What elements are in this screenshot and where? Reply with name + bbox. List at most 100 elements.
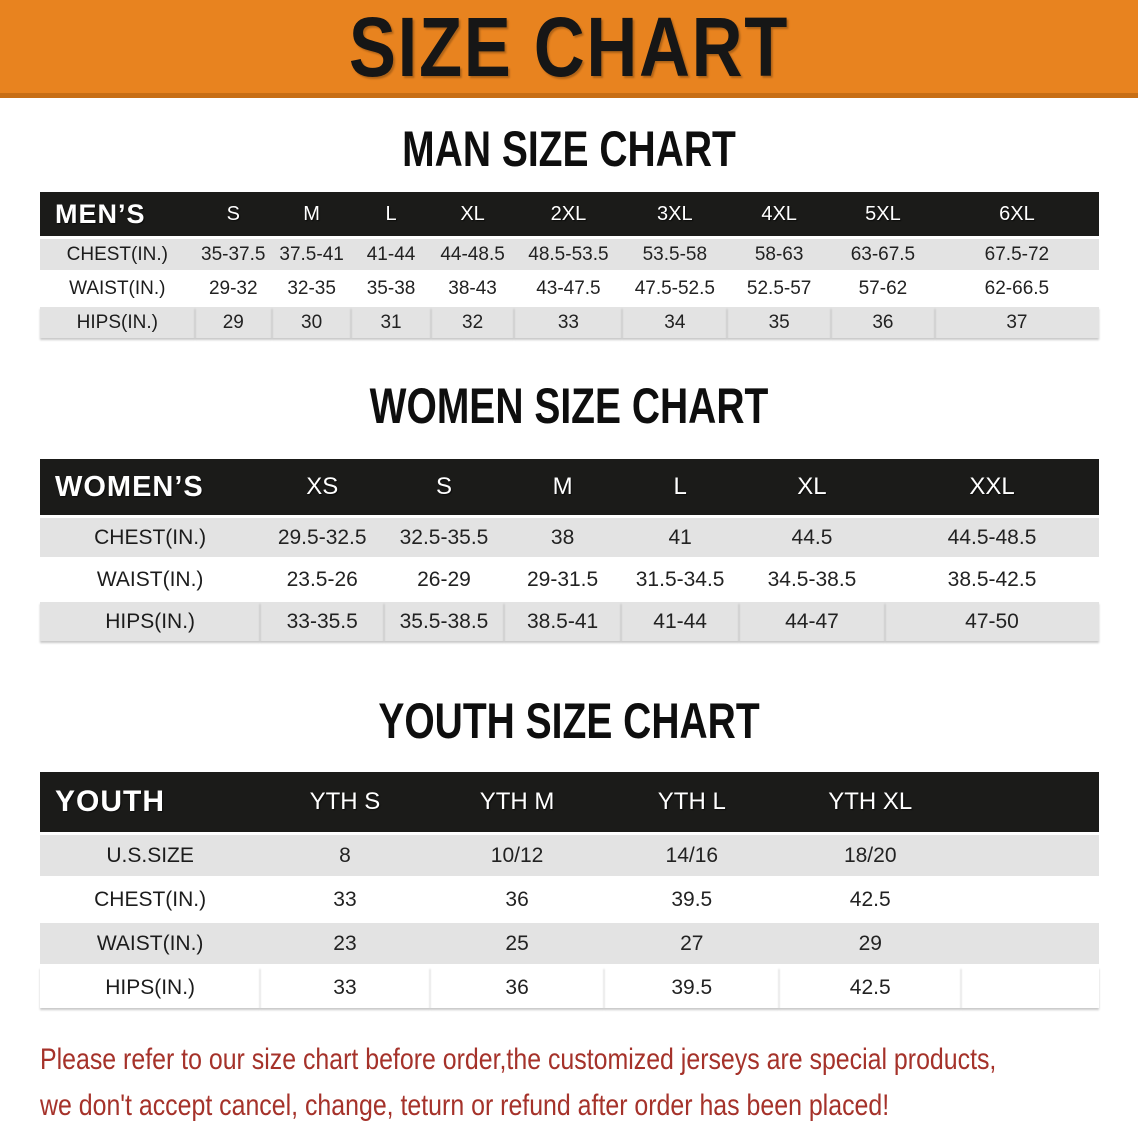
table-header-label: MEN’S [55, 198, 146, 229]
spacer-cell [961, 923, 1099, 964]
footnote: Please refer to our size chart before or… [40, 1037, 1138, 1129]
spacer-cell [961, 879, 1099, 920]
banner-title: SIZE CHART [348, 0, 790, 94]
section-women: WOMEN SIZE CHART WOMEN’S XS S M L XL XXL CHEST(… [0, 379, 1138, 644]
size-value-cell: 41-44 [366, 243, 416, 265]
size-value-cell: 32 [431, 307, 515, 338]
size-value-cell: 29 [858, 931, 882, 955]
row-label: CHEST(IN.) [66, 243, 168, 265]
size-value-cell: 62-66.5 [984, 277, 1050, 299]
size-value-cell: 42.5 [779, 967, 961, 1008]
row-label: HIPS(IN.) [40, 967, 260, 1008]
size-column-header: S [435, 473, 452, 500]
table-header-row: WOMEN’S XS S M L XL XXL [40, 459, 1099, 515]
size-column-header: M [303, 202, 320, 225]
size-value-cell: 29 [195, 307, 272, 338]
size-column-header: XL [460, 202, 485, 225]
size-value-cell: 47-50 [885, 602, 1099, 641]
table-row: CHEST(IN.) 29.5-32.5 32.5-35.5 38 41 44.5 44.5… [40, 518, 1099, 557]
size-value-cell: 44-47 [739, 602, 885, 641]
size-column-header: YTH XL [828, 788, 913, 815]
size-value-cell: 29-32 [208, 277, 258, 299]
size-value-cell: 8 [339, 843, 351, 867]
size-value-cell: 33 [260, 967, 429, 1008]
size-value-cell: 23.5-26 [286, 567, 358, 591]
spacer-cell [961, 967, 1099, 1008]
size-value-cell: 29-31.5 [526, 567, 599, 591]
size-column-header: S [226, 202, 240, 225]
size-value-cell: 35 [727, 307, 831, 338]
size-column-header: L [385, 202, 397, 225]
size-value-cell: 35-37.5 [201, 243, 266, 265]
size-value-cell: 48.5-53.5 [528, 243, 609, 265]
size-value-cell: 63-67.5 [850, 243, 916, 265]
size-column-header: 4XL [761, 202, 797, 225]
size-column-header: M [552, 473, 573, 500]
section-youth: YOUTH SIZE CHART YOUTH YTH S YTH M YTH L YTH… [0, 694, 1138, 1011]
size-value-cell: 39.5 [671, 887, 713, 911]
size-value-cell: 23 [333, 931, 357, 955]
row-label: CHEST(IN.) [94, 887, 207, 911]
row-label: U.S.SIZE [106, 843, 194, 867]
row-label: HIPS(IN.) [40, 307, 195, 338]
size-value-cell: 47.5-52.5 [634, 277, 715, 299]
size-value-cell: 44.5-48.5 [947, 525, 1037, 549]
men-section-heading: MAN SIZE CHART [402, 121, 736, 177]
spacer-cell [961, 835, 1099, 876]
banner: SIZE CHART [0, 0, 1138, 98]
footnote-line-2: we don't accept cancel, change, teturn o… [40, 1089, 890, 1122]
size-value-cell: 44-48.5 [440, 243, 505, 265]
size-value-cell: 58-63 [754, 243, 804, 265]
size-value-cell: 32.5-35.5 [399, 525, 489, 549]
size-value-cell: 31 [351, 307, 430, 338]
size-value-cell: 30 [272, 307, 351, 338]
size-value-cell: 27 [680, 931, 704, 955]
size-value-cell: 44.5 [791, 525, 833, 549]
size-value-cell: 32-35 [287, 277, 336, 299]
size-value-cell: 31.5-34.5 [635, 567, 725, 591]
size-column-header: YTH L [657, 788, 726, 815]
size-value-cell: 37.5-41 [279, 243, 344, 265]
table-row: HIPS(IN.) 33-35.5 35.5-38.5 38.5-41 41-44 44-… [40, 602, 1099, 641]
youth-section-heading: YOUTH SIZE CHART [378, 693, 760, 749]
size-value-cell: 33-35.5 [260, 602, 384, 641]
spacer-cell [961, 772, 1099, 832]
size-column-header: 5XL [865, 202, 901, 225]
size-value-cell: 67.5-72 [984, 243, 1050, 265]
size-value-cell: 18/20 [843, 843, 897, 867]
size-value-cell: 33 [514, 307, 622, 338]
row-label: CHEST(IN.) [94, 525, 207, 549]
size-value-cell: 36 [430, 967, 605, 1008]
size-value-cell: 33 [333, 887, 357, 911]
youth-size-table: YOUTH YTH S YTH M YTH L YTH XL U.S.SIZE 8 10/12… [40, 769, 1099, 1011]
row-label: WAIST(IN.) [96, 931, 204, 955]
row-label: HIPS(IN.) [40, 602, 260, 641]
size-value-cell: 37 [935, 307, 1099, 338]
size-value-cell: 35-38 [366, 277, 416, 299]
size-column-header: L [673, 473, 687, 500]
size-value-cell: 25 [505, 931, 529, 955]
table-row: WAIST(IN.) 23.5-26 26-29 29-31.5 31.5-34.5 34… [40, 560, 1099, 599]
size-value-cell: 41-44 [621, 602, 739, 641]
size-value-cell: 38 [550, 525, 575, 549]
size-value-cell: 35.5-38.5 [384, 602, 504, 641]
size-value-cell: 38.5-42.5 [947, 567, 1037, 591]
size-column-header: XXL [969, 473, 1015, 500]
size-value-cell: 41 [668, 525, 692, 549]
size-value-cell: 36 [831, 307, 935, 338]
size-value-cell: 53.5-58 [642, 243, 708, 265]
women-section-heading: WOMEN SIZE CHART [369, 378, 769, 434]
table-row: HIPS(IN.) 33 36 39.5 42.5 [40, 967, 1099, 1008]
table-row: WAIST(IN.) 29-32 32-35 35-38 38-43 43-47.5 47.… [40, 273, 1099, 304]
size-value-cell: 38.5-41 [504, 602, 622, 641]
size-column-header: 6XL [999, 202, 1035, 225]
size-value-cell: 43-47.5 [536, 277, 601, 299]
table-header-label: WOMEN’S [55, 470, 204, 503]
table-header-row: MEN’S S M L XL 2XL 3XL 4XL 5XL 6XL [40, 192, 1099, 236]
size-value-cell: 29.5-32.5 [277, 525, 367, 549]
size-value-cell: 57-62 [858, 277, 908, 299]
size-value-cell: 34.5-38.5 [767, 567, 857, 591]
size-column-header: XL [797, 473, 827, 500]
size-column-header: 3XL [657, 202, 693, 225]
